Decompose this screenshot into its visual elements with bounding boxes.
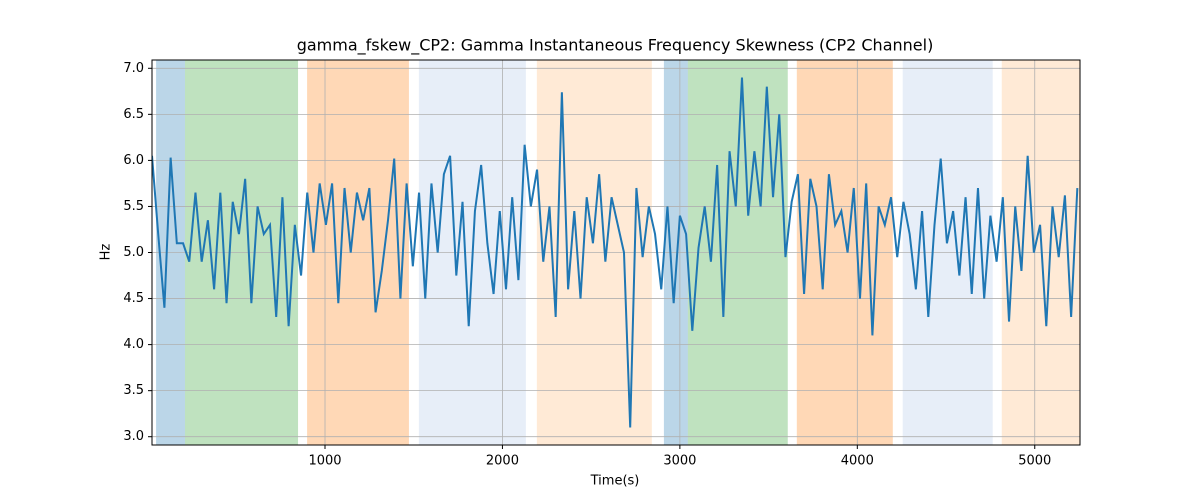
y-tick-label: 5.0 xyxy=(123,245,144,260)
y-tick-label: 6.5 xyxy=(123,107,144,122)
plot-frame xyxy=(151,59,1081,446)
x-axis-label: Time(s) xyxy=(590,474,640,489)
x-tick-label: 5000 xyxy=(1018,454,1051,469)
y-axis-label: Hz xyxy=(99,244,114,261)
y-tick-label: 5.5 xyxy=(123,199,144,214)
y-tick-label: 4.5 xyxy=(123,291,144,306)
y-tick-label: 3.0 xyxy=(123,429,144,444)
x-tick-label: 4000 xyxy=(841,454,874,469)
y-tick-label: 3.5 xyxy=(123,383,144,398)
x-tick-label: 2000 xyxy=(486,454,519,469)
x-tick-label: 1000 xyxy=(308,454,341,469)
x-tick-label: 3000 xyxy=(663,454,696,469)
data-line xyxy=(152,77,1079,428)
y-tick-label: 6.0 xyxy=(123,153,144,168)
y-tick-label: 7.0 xyxy=(123,61,144,76)
chart-title: gamma_fskew_CP2: Gamma Instantaneous Fre… xyxy=(297,36,934,56)
y-tick-label: 4.0 xyxy=(123,337,144,352)
